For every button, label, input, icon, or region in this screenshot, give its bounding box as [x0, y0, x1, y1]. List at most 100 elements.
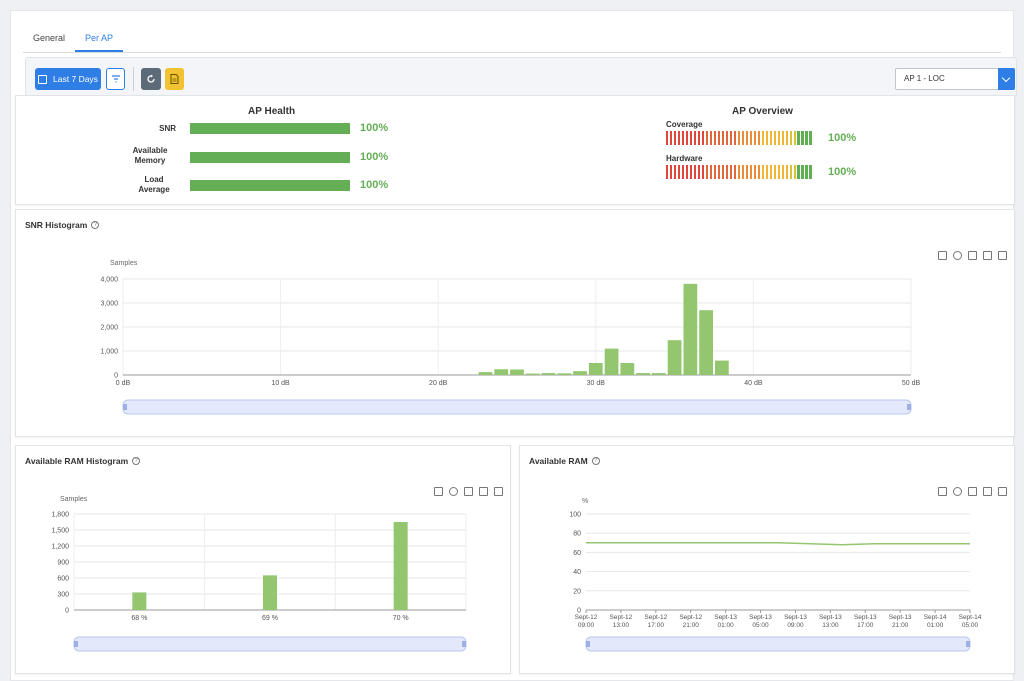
zoom-icon[interactable]: [464, 487, 473, 496]
x-tick-label: 10 dB: [271, 380, 290, 387]
overview-segment: [785, 131, 788, 145]
export-button[interactable]: [165, 68, 184, 90]
overview-segment: [705, 165, 709, 179]
zoom-slider-handle-right: [907, 404, 911, 410]
snr-health-value: 100%: [360, 122, 389, 134]
data-view-icon[interactable]: [998, 251, 1007, 260]
overview-segment: [801, 131, 804, 145]
histogram-bar: [604, 348, 619, 375]
overview-segment: [689, 131, 693, 145]
overview-segment: [713, 165, 717, 179]
overview-segment: [785, 165, 788, 179]
calendar-icon: [38, 74, 48, 84]
ap-select[interactable]: AP 1 - LOC: [895, 68, 1015, 90]
x-tick-label: 68 %: [131, 615, 147, 622]
overview-segment: [793, 165, 796, 179]
overview-segment: [725, 131, 729, 145]
overview-segment: [685, 131, 689, 145]
ram-histogram-title-text: Available RAM Histogram: [25, 456, 129, 466]
ram-histogram-title: Available RAM Histogram ?: [25, 456, 141, 466]
x-tick-label: 01:00: [927, 622, 944, 629]
x-tick-label: 13:00: [822, 622, 839, 629]
data-view-icon[interactable]: [998, 487, 1007, 496]
overview-segment: [769, 131, 772, 145]
date-range-button[interactable]: Last 7 Days: [35, 68, 101, 90]
x-tick-label: Sept-14: [959, 614, 982, 621]
ram-line-toolbox: [938, 487, 1007, 496]
metric-label-load: Load Average: [138, 175, 170, 194]
zoom-slider: [73, 636, 467, 652]
overview-segment: [693, 165, 697, 179]
restore-icon[interactable]: [953, 487, 962, 496]
histogram-bar: [573, 371, 587, 375]
coverage-strip: [666, 131, 812, 145]
histogram-bar: [557, 373, 572, 375]
overview-segment: [781, 165, 784, 179]
overview-segment: [741, 131, 744, 145]
chevron-down-icon[interactable]: [998, 68, 1015, 90]
refresh-button[interactable]: [141, 68, 161, 90]
x-tick-label: 21:00: [892, 622, 909, 629]
ram-series-line: [586, 542, 970, 546]
help-icon[interactable]: ?: [91, 221, 100, 229]
histogram-bar: [494, 369, 509, 375]
download-icon[interactable]: [434, 487, 443, 496]
zoom-icon[interactable]: [968, 487, 977, 496]
y-tick-label: 1,200: [51, 544, 69, 551]
overview-segment: [669, 131, 673, 145]
memory-health-value: 100%: [360, 151, 389, 163]
overview-segment: [721, 131, 725, 145]
overview-segment: [721, 165, 725, 179]
y-tick-label: 0: [65, 608, 69, 615]
filter-icon: [111, 75, 120, 83]
x-tick-label: 0 dB: [116, 380, 131, 387]
download-icon[interactable]: [938, 251, 947, 260]
histogram-bar: [620, 363, 635, 375]
overview-segment: [725, 165, 729, 179]
ram-line-title: Available RAM ?: [529, 456, 600, 466]
data-view-icon[interactable]: [494, 487, 503, 496]
zoom-reset-icon[interactable]: [479, 487, 488, 496]
zoom-icon[interactable]: [968, 251, 977, 260]
histogram-bar: [478, 372, 493, 375]
zoom-reset-icon[interactable]: [983, 251, 992, 260]
zoom-reset-icon[interactable]: [983, 487, 992, 496]
overview-segment: [809, 131, 812, 145]
load-health-bar: [190, 180, 350, 191]
overview-segment: [689, 165, 693, 179]
overview-segment: [705, 131, 709, 145]
tab-per-ap[interactable]: Per AP: [75, 23, 124, 52]
help-icon[interactable]: ?: [132, 457, 141, 465]
y-tick-label: 20: [573, 588, 581, 595]
zoom-slider: [122, 399, 912, 415]
snr-health-bar: [190, 123, 350, 134]
ram-histogram-chart: Samples 0 300 600 900 1,200 1,500 1,800 68 % 69 %…: [51, 496, 467, 652]
zoom-slider: [585, 636, 971, 652]
overview-segment: [805, 165, 808, 179]
download-icon[interactable]: [938, 487, 947, 496]
x-tick-label: 70 %: [393, 615, 409, 622]
zoom-slider-handle-left: [74, 641, 78, 647]
overview-segment: [669, 165, 673, 179]
filter-button[interactable]: [106, 68, 125, 90]
x-tick-label: Sept-13: [714, 614, 737, 621]
zoom-slider-handle-left: [586, 641, 590, 647]
overview-segment: [709, 131, 713, 145]
overview-segment: [765, 165, 768, 179]
overview-segment: [733, 165, 737, 179]
x-tick-label: 09:00: [787, 622, 804, 629]
refresh-icon: [147, 74, 155, 83]
snr-histogram-chart: Samples 0 1,000 2,000 3,000 4,000 0 dB 10 dB 20 …: [100, 260, 920, 415]
help-icon[interactable]: ?: [591, 457, 600, 465]
x-tick-label: Sept-12: [679, 614, 702, 621]
ram-hist-toolbox: [434, 487, 503, 496]
overview-segment: [685, 165, 689, 179]
overview-segment: [801, 165, 804, 179]
restore-icon[interactable]: [953, 251, 962, 260]
tab-general[interactable]: General: [33, 33, 66, 43]
restore-icon[interactable]: [449, 487, 458, 496]
overview-segment: [673, 131, 677, 145]
y-tick-label: 0: [577, 608, 581, 615]
ram-line-chart: %020406080100Sept-1209:00Sept-1213:00Sep…: [569, 498, 982, 652]
x-tick-label: 30 dB: [587, 380, 606, 387]
